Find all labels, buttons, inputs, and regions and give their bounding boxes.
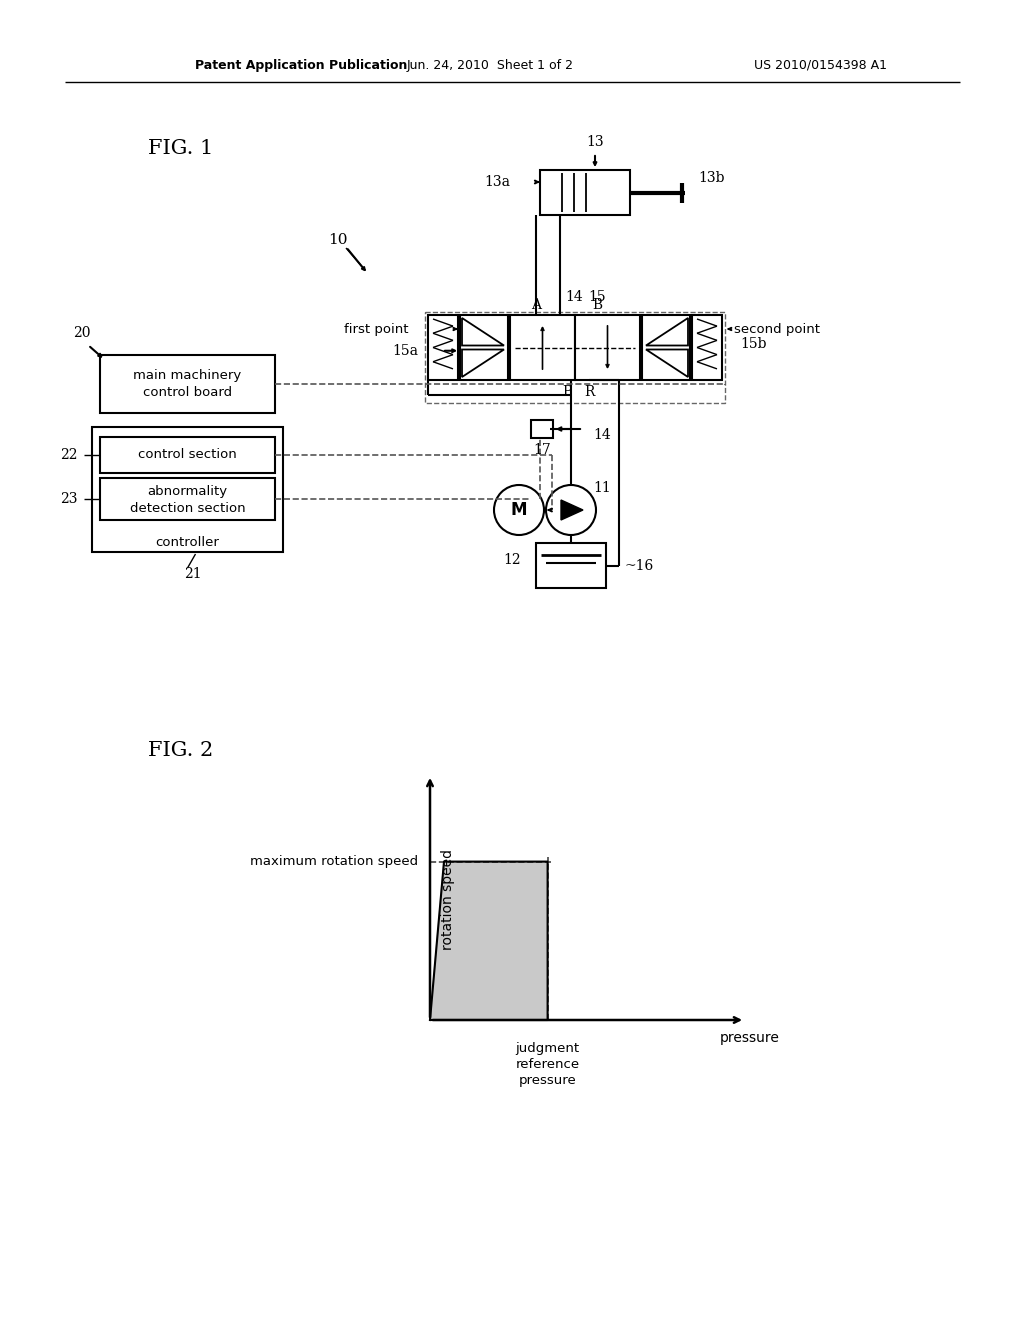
Text: main machinery: main machinery	[133, 368, 242, 381]
Text: second point: second point	[734, 322, 820, 335]
Text: reference: reference	[515, 1059, 580, 1071]
Text: M: M	[511, 502, 527, 519]
Text: maximum rotation speed: maximum rotation speed	[250, 855, 418, 869]
Text: judgment: judgment	[515, 1041, 580, 1055]
Text: control board: control board	[143, 387, 232, 400]
Text: P: P	[562, 385, 571, 399]
Text: 14: 14	[593, 428, 610, 442]
Text: 10: 10	[329, 234, 348, 247]
Text: 21: 21	[183, 568, 202, 581]
Text: 15a: 15a	[392, 343, 418, 358]
Polygon shape	[430, 862, 548, 1020]
Text: 12: 12	[504, 553, 521, 568]
Text: B: B	[593, 298, 603, 312]
Text: pressure: pressure	[519, 1074, 577, 1086]
Text: 11: 11	[593, 480, 610, 495]
Text: FIG. 1: FIG. 1	[148, 139, 213, 157]
Polygon shape	[561, 500, 583, 520]
Bar	[100, 355, 275, 413]
Text: 17: 17	[534, 444, 551, 457]
Text: first point: first point	[343, 322, 408, 335]
Text: 20: 20	[74, 326, 91, 341]
Text: controller: controller	[156, 536, 219, 549]
Text: rotation speed: rotation speed	[441, 850, 455, 950]
Bar	[536, 543, 606, 587]
Text: 22: 22	[60, 447, 78, 462]
Bar	[428, 315, 458, 380]
Text: ~16: ~16	[624, 558, 653, 573]
Text: abnormality: abnormality	[147, 486, 227, 499]
Text: Jun. 24, 2010  Sheet 1 of 2: Jun. 24, 2010 Sheet 1 of 2	[407, 58, 573, 71]
Bar	[460, 315, 508, 380]
Text: 15b: 15b	[740, 337, 767, 351]
Bar	[100, 478, 275, 520]
Bar	[425, 312, 725, 403]
Text: R: R	[584, 385, 594, 399]
Bar	[510, 315, 575, 380]
Text: 15: 15	[588, 290, 605, 304]
Text: pressure: pressure	[720, 1031, 780, 1045]
Text: 13b: 13b	[698, 172, 725, 186]
Bar	[100, 437, 275, 473]
Text: 14: 14	[565, 290, 583, 304]
Text: 13a: 13a	[484, 176, 510, 189]
Bar	[531, 420, 553, 438]
Text: control section: control section	[138, 449, 237, 462]
Text: 13: 13	[586, 135, 604, 149]
Text: FIG. 2: FIG. 2	[148, 741, 213, 759]
Bar	[575, 315, 640, 380]
Text: 23: 23	[60, 492, 78, 506]
Text: A: A	[531, 298, 541, 312]
Bar	[692, 315, 722, 380]
Bar	[92, 426, 283, 552]
Text: US 2010/0154398 A1: US 2010/0154398 A1	[754, 58, 887, 71]
Bar	[540, 170, 630, 215]
Text: Patent Application Publication: Patent Application Publication	[195, 58, 408, 71]
Text: detection section: detection section	[130, 502, 246, 515]
Bar	[642, 315, 690, 380]
